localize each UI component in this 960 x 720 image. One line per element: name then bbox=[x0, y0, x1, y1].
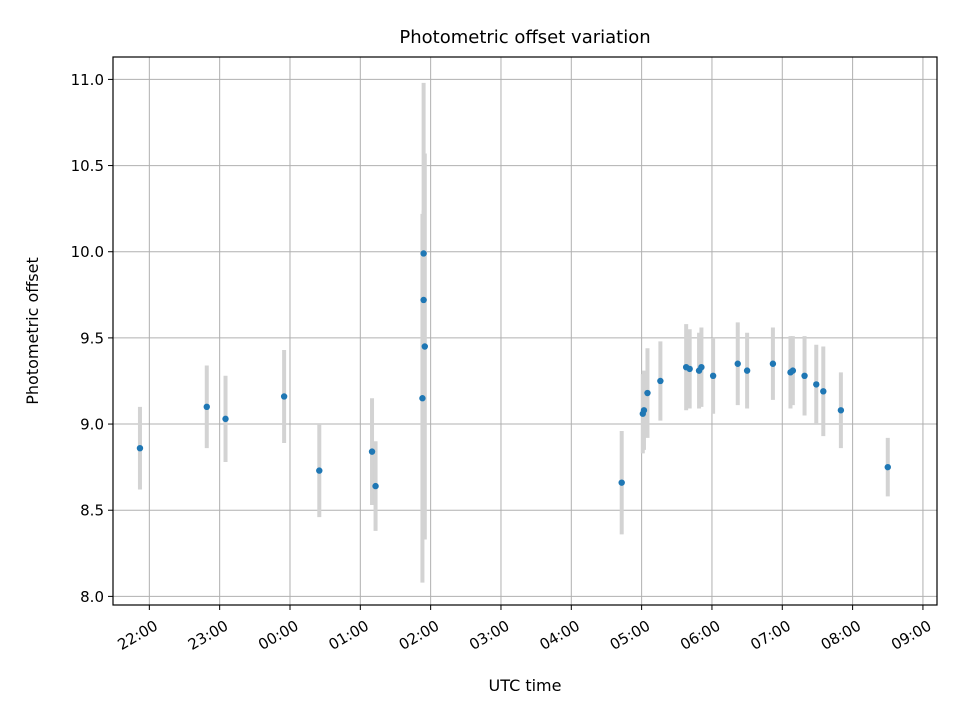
data-point bbox=[203, 403, 210, 411]
data-point bbox=[657, 377, 664, 385]
data-point bbox=[837, 407, 845, 414]
data-points bbox=[136, 250, 891, 490]
grid bbox=[113, 57, 937, 605]
y-tick-label: 10.0 bbox=[71, 243, 104, 261]
y-tick-label: 11.0 bbox=[71, 71, 104, 89]
y-tick-label: 8.5 bbox=[80, 502, 104, 520]
data-point bbox=[421, 343, 428, 350]
data-point bbox=[420, 296, 427, 304]
data-point bbox=[789, 367, 797, 374]
y-tick-label: 10.5 bbox=[71, 157, 104, 175]
data-point bbox=[884, 463, 891, 471]
data-point bbox=[820, 388, 827, 395]
data-point bbox=[640, 407, 648, 414]
chart-title: Photometric offset variation bbox=[399, 27, 650, 48]
x-axis-title: UTC time bbox=[489, 676, 562, 695]
data-point bbox=[222, 415, 229, 423]
data-point bbox=[698, 363, 705, 371]
data-point bbox=[280, 393, 288, 400]
data-point bbox=[686, 365, 693, 373]
data-point bbox=[743, 367, 751, 374]
y-tick-label: 9.0 bbox=[80, 416, 104, 434]
data-point bbox=[769, 360, 777, 367]
plot-frame bbox=[112, 56, 938, 606]
y-axis: 8.0 8.5 9.0 9.5 10.0 10.5 11.0 bbox=[71, 71, 113, 606]
data-point bbox=[372, 482, 379, 490]
y-tick-label: 9.5 bbox=[80, 329, 104, 347]
data-point bbox=[618, 479, 625, 486]
data-point bbox=[419, 395, 426, 402]
plot-area bbox=[113, 57, 937, 605]
data-point bbox=[316, 467, 323, 474]
data-point bbox=[368, 448, 376, 455]
data-point bbox=[644, 389, 651, 397]
data-point bbox=[709, 372, 717, 380]
data-point bbox=[136, 444, 144, 452]
data-point bbox=[801, 372, 808, 380]
data-point bbox=[813, 381, 820, 388]
data-point bbox=[734, 360, 741, 367]
y-axis-title: Photometric offset bbox=[23, 257, 42, 405]
y-tick-label: 8.0 bbox=[80, 588, 104, 606]
data-point bbox=[420, 250, 427, 257]
